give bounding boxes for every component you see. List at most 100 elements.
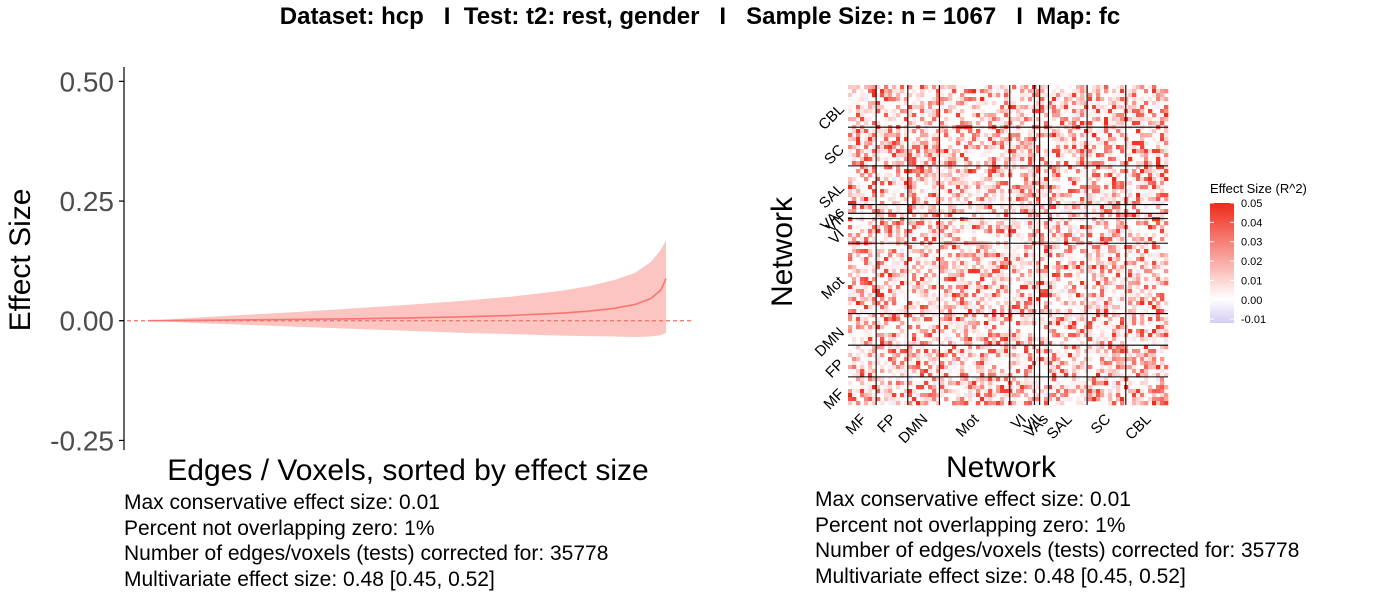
- heatmap-cell: [972, 385, 977, 390]
- heatmap-cell: [912, 221, 917, 226]
- heatmap-cell: [940, 277, 945, 282]
- heatmap-cell: [972, 337, 977, 342]
- heatmap-cell: [1028, 233, 1033, 238]
- heatmap-cell: [1024, 361, 1029, 366]
- heatmap-cell: [880, 189, 885, 194]
- heatmap-cell: [928, 89, 933, 94]
- heatmap-cell: [1060, 345, 1065, 350]
- heatmap-cell: [1052, 365, 1057, 370]
- heatmap-cell: [932, 209, 937, 214]
- heatmap-cell: [1068, 333, 1073, 338]
- heatmap-cell: [1116, 181, 1121, 186]
- heatmap-cell: [888, 97, 893, 102]
- heatmap-cell: [856, 325, 861, 330]
- heatmap-cell: [1144, 117, 1149, 122]
- heatmap-cell: [896, 169, 901, 174]
- heatmap-cell: [1068, 305, 1073, 310]
- heatmap-cell: [1000, 389, 1005, 394]
- heatmap-cell: [1140, 353, 1145, 358]
- heatmap-cell: [876, 205, 881, 210]
- heatmap-cell: [884, 257, 889, 262]
- heatmap-cell: [864, 317, 869, 322]
- heatmap-cell: [900, 221, 905, 226]
- heatmap-cell: [988, 285, 993, 290]
- heatmap-cell: [992, 117, 997, 122]
- heatmap-cell: [980, 373, 985, 378]
- heatmap-cell: [1108, 105, 1113, 110]
- network-x-label: Mot: [953, 410, 983, 440]
- heatmap-cell: [1100, 289, 1105, 294]
- heatmap-cell: [984, 249, 989, 254]
- heatmap-cell: [1084, 129, 1089, 134]
- heatmap-cell: [1068, 105, 1073, 110]
- heatmap-cell: [1088, 301, 1093, 306]
- heatmap-cell: [1148, 133, 1153, 138]
- heatmap-cell: [892, 277, 897, 282]
- heatmap-cell: [1156, 385, 1161, 390]
- heatmap-cell: [1084, 193, 1089, 198]
- heatmap-cell: [896, 369, 901, 374]
- heatmap-cell: [964, 197, 969, 202]
- heatmap-cell: [996, 225, 1001, 230]
- heatmap-cell: [1152, 265, 1157, 270]
- heatmap-cell: [908, 153, 913, 158]
- heatmap-cell: [1148, 189, 1153, 194]
- heatmap-cell: [1116, 121, 1121, 126]
- heatmap-cell: [972, 193, 977, 198]
- heatmap-cell: [924, 129, 929, 134]
- heatmap-cell: [940, 365, 945, 370]
- heatmap-cell: [1040, 181, 1045, 186]
- heatmap-cell: [1052, 105, 1057, 110]
- heatmap-cell: [1104, 373, 1109, 378]
- heatmap-cell: [1072, 385, 1077, 390]
- heatmap-cell: [960, 177, 965, 182]
- heatmap-cell: [876, 173, 881, 178]
- heatmap-cell: [912, 245, 917, 250]
- heatmap-cell: [872, 393, 877, 398]
- heatmap-cell: [904, 133, 909, 138]
- heatmap-cell: [1028, 245, 1033, 250]
- heatmap-cell: [872, 293, 877, 298]
- heatmap-cell: [1160, 177, 1165, 182]
- heatmap-cell: [988, 269, 993, 274]
- heatmap-cell: [948, 321, 953, 326]
- heatmap-cell: [884, 365, 889, 370]
- heatmap-cell: [928, 165, 933, 170]
- heatmap-cell: [1152, 285, 1157, 290]
- heatmap-cell: [876, 361, 881, 366]
- heatmap-cell: [1084, 141, 1089, 146]
- heatmap-cell: [1112, 305, 1117, 310]
- heatmap-cell: [932, 357, 937, 362]
- heatmap-cell: [1056, 253, 1061, 258]
- heatmap-cell: [1020, 245, 1025, 250]
- heatmap-cell: [944, 301, 949, 306]
- heatmap-cell: [1004, 389, 1009, 394]
- heatmap-cell: [1040, 149, 1045, 154]
- heatmap-cell: [976, 401, 981, 406]
- heatmap-cell: [984, 189, 989, 194]
- heatmap-cell: [976, 337, 981, 342]
- heatmap-cell: [852, 89, 857, 94]
- heatmap-cell: [1088, 269, 1093, 274]
- effect-size-curve-panel: 0.500.250.00-0.25 Effect Size Edges / Vo…: [4, 66, 692, 487]
- heatmap-cell: [852, 345, 857, 350]
- heatmap-cell: [1028, 213, 1033, 218]
- heatmap-cell: [1080, 229, 1085, 234]
- heatmap-cell: [968, 149, 973, 154]
- heatmap-cell: [1156, 277, 1161, 282]
- heatmap-cell: [1012, 185, 1017, 190]
- heatmap-cell: [928, 397, 933, 402]
- heatmap-cell: [1064, 345, 1069, 350]
- heatmap-cell: [1064, 349, 1069, 354]
- heatmap-cell: [868, 157, 873, 162]
- heatmap-cell: [1104, 121, 1109, 126]
- heatmap-cell: [1068, 293, 1073, 298]
- heatmap-cell: [936, 357, 941, 362]
- heatmap-cell: [1028, 373, 1033, 378]
- heatmap-cell: [1052, 233, 1057, 238]
- heatmap-cell: [1080, 121, 1085, 126]
- heatmap-cell: [1088, 201, 1093, 206]
- heatmap-cell: [1140, 149, 1145, 154]
- heatmap-cell: [932, 397, 937, 402]
- heatmap-cell: [1068, 269, 1073, 274]
